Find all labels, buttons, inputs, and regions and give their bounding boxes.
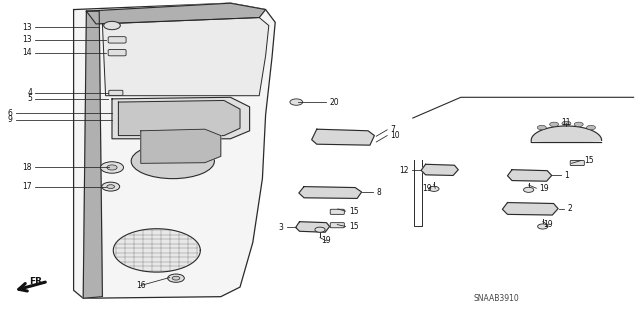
Circle shape: [586, 125, 595, 130]
Text: 7: 7: [390, 125, 396, 134]
Circle shape: [538, 224, 548, 229]
Polygon shape: [74, 3, 275, 298]
Text: 15: 15: [349, 222, 358, 231]
Circle shape: [562, 121, 571, 126]
Text: 19: 19: [422, 184, 432, 193]
Text: 15: 15: [584, 156, 594, 165]
Polygon shape: [86, 3, 266, 24]
Circle shape: [550, 122, 559, 127]
Text: 9: 9: [8, 115, 13, 124]
Text: 11: 11: [562, 118, 571, 127]
Circle shape: [429, 186, 439, 191]
Polygon shape: [296, 222, 330, 232]
Circle shape: [315, 227, 325, 232]
Text: 2: 2: [568, 204, 572, 213]
Polygon shape: [502, 203, 558, 215]
Polygon shape: [421, 164, 458, 175]
Text: SNAAB3910: SNAAB3910: [474, 294, 519, 303]
Text: 19: 19: [540, 184, 549, 193]
Ellipse shape: [131, 144, 214, 179]
Circle shape: [168, 274, 184, 282]
FancyBboxPatch shape: [330, 223, 344, 228]
Text: FR.: FR.: [29, 277, 46, 286]
Circle shape: [107, 165, 117, 170]
Circle shape: [107, 185, 115, 189]
Circle shape: [538, 125, 547, 130]
FancyBboxPatch shape: [109, 90, 123, 95]
Text: 1: 1: [564, 171, 569, 180]
Circle shape: [102, 182, 120, 191]
Circle shape: [172, 276, 180, 280]
Circle shape: [574, 122, 583, 127]
Text: 4: 4: [27, 88, 32, 97]
Polygon shape: [83, 11, 102, 298]
Polygon shape: [312, 129, 374, 145]
Text: 14: 14: [22, 48, 32, 57]
FancyBboxPatch shape: [570, 160, 584, 166]
Circle shape: [290, 99, 303, 105]
Text: 15: 15: [349, 207, 358, 216]
Text: 10: 10: [390, 131, 400, 140]
FancyBboxPatch shape: [108, 49, 126, 56]
Polygon shape: [118, 100, 240, 136]
Text: 20: 20: [330, 98, 339, 107]
Text: 6: 6: [8, 109, 13, 118]
FancyBboxPatch shape: [330, 209, 344, 214]
Text: 5: 5: [27, 94, 32, 103]
Polygon shape: [102, 18, 269, 96]
Text: 18: 18: [22, 163, 32, 172]
Polygon shape: [113, 229, 200, 272]
Text: 8: 8: [376, 188, 381, 197]
Text: 3: 3: [278, 223, 284, 232]
Text: 13: 13: [22, 23, 32, 32]
Circle shape: [100, 162, 124, 173]
Text: 13: 13: [22, 35, 32, 44]
Polygon shape: [112, 97, 250, 139]
FancyBboxPatch shape: [108, 37, 126, 43]
Text: 19: 19: [543, 220, 554, 229]
Text: 19: 19: [321, 236, 332, 245]
Polygon shape: [141, 129, 221, 163]
Text: 16: 16: [136, 281, 146, 290]
Polygon shape: [299, 187, 362, 198]
Polygon shape: [508, 170, 552, 181]
Circle shape: [104, 21, 120, 30]
Polygon shape: [531, 126, 602, 143]
Text: 12: 12: [399, 166, 408, 174]
Text: 17: 17: [22, 182, 32, 191]
Circle shape: [524, 187, 534, 192]
